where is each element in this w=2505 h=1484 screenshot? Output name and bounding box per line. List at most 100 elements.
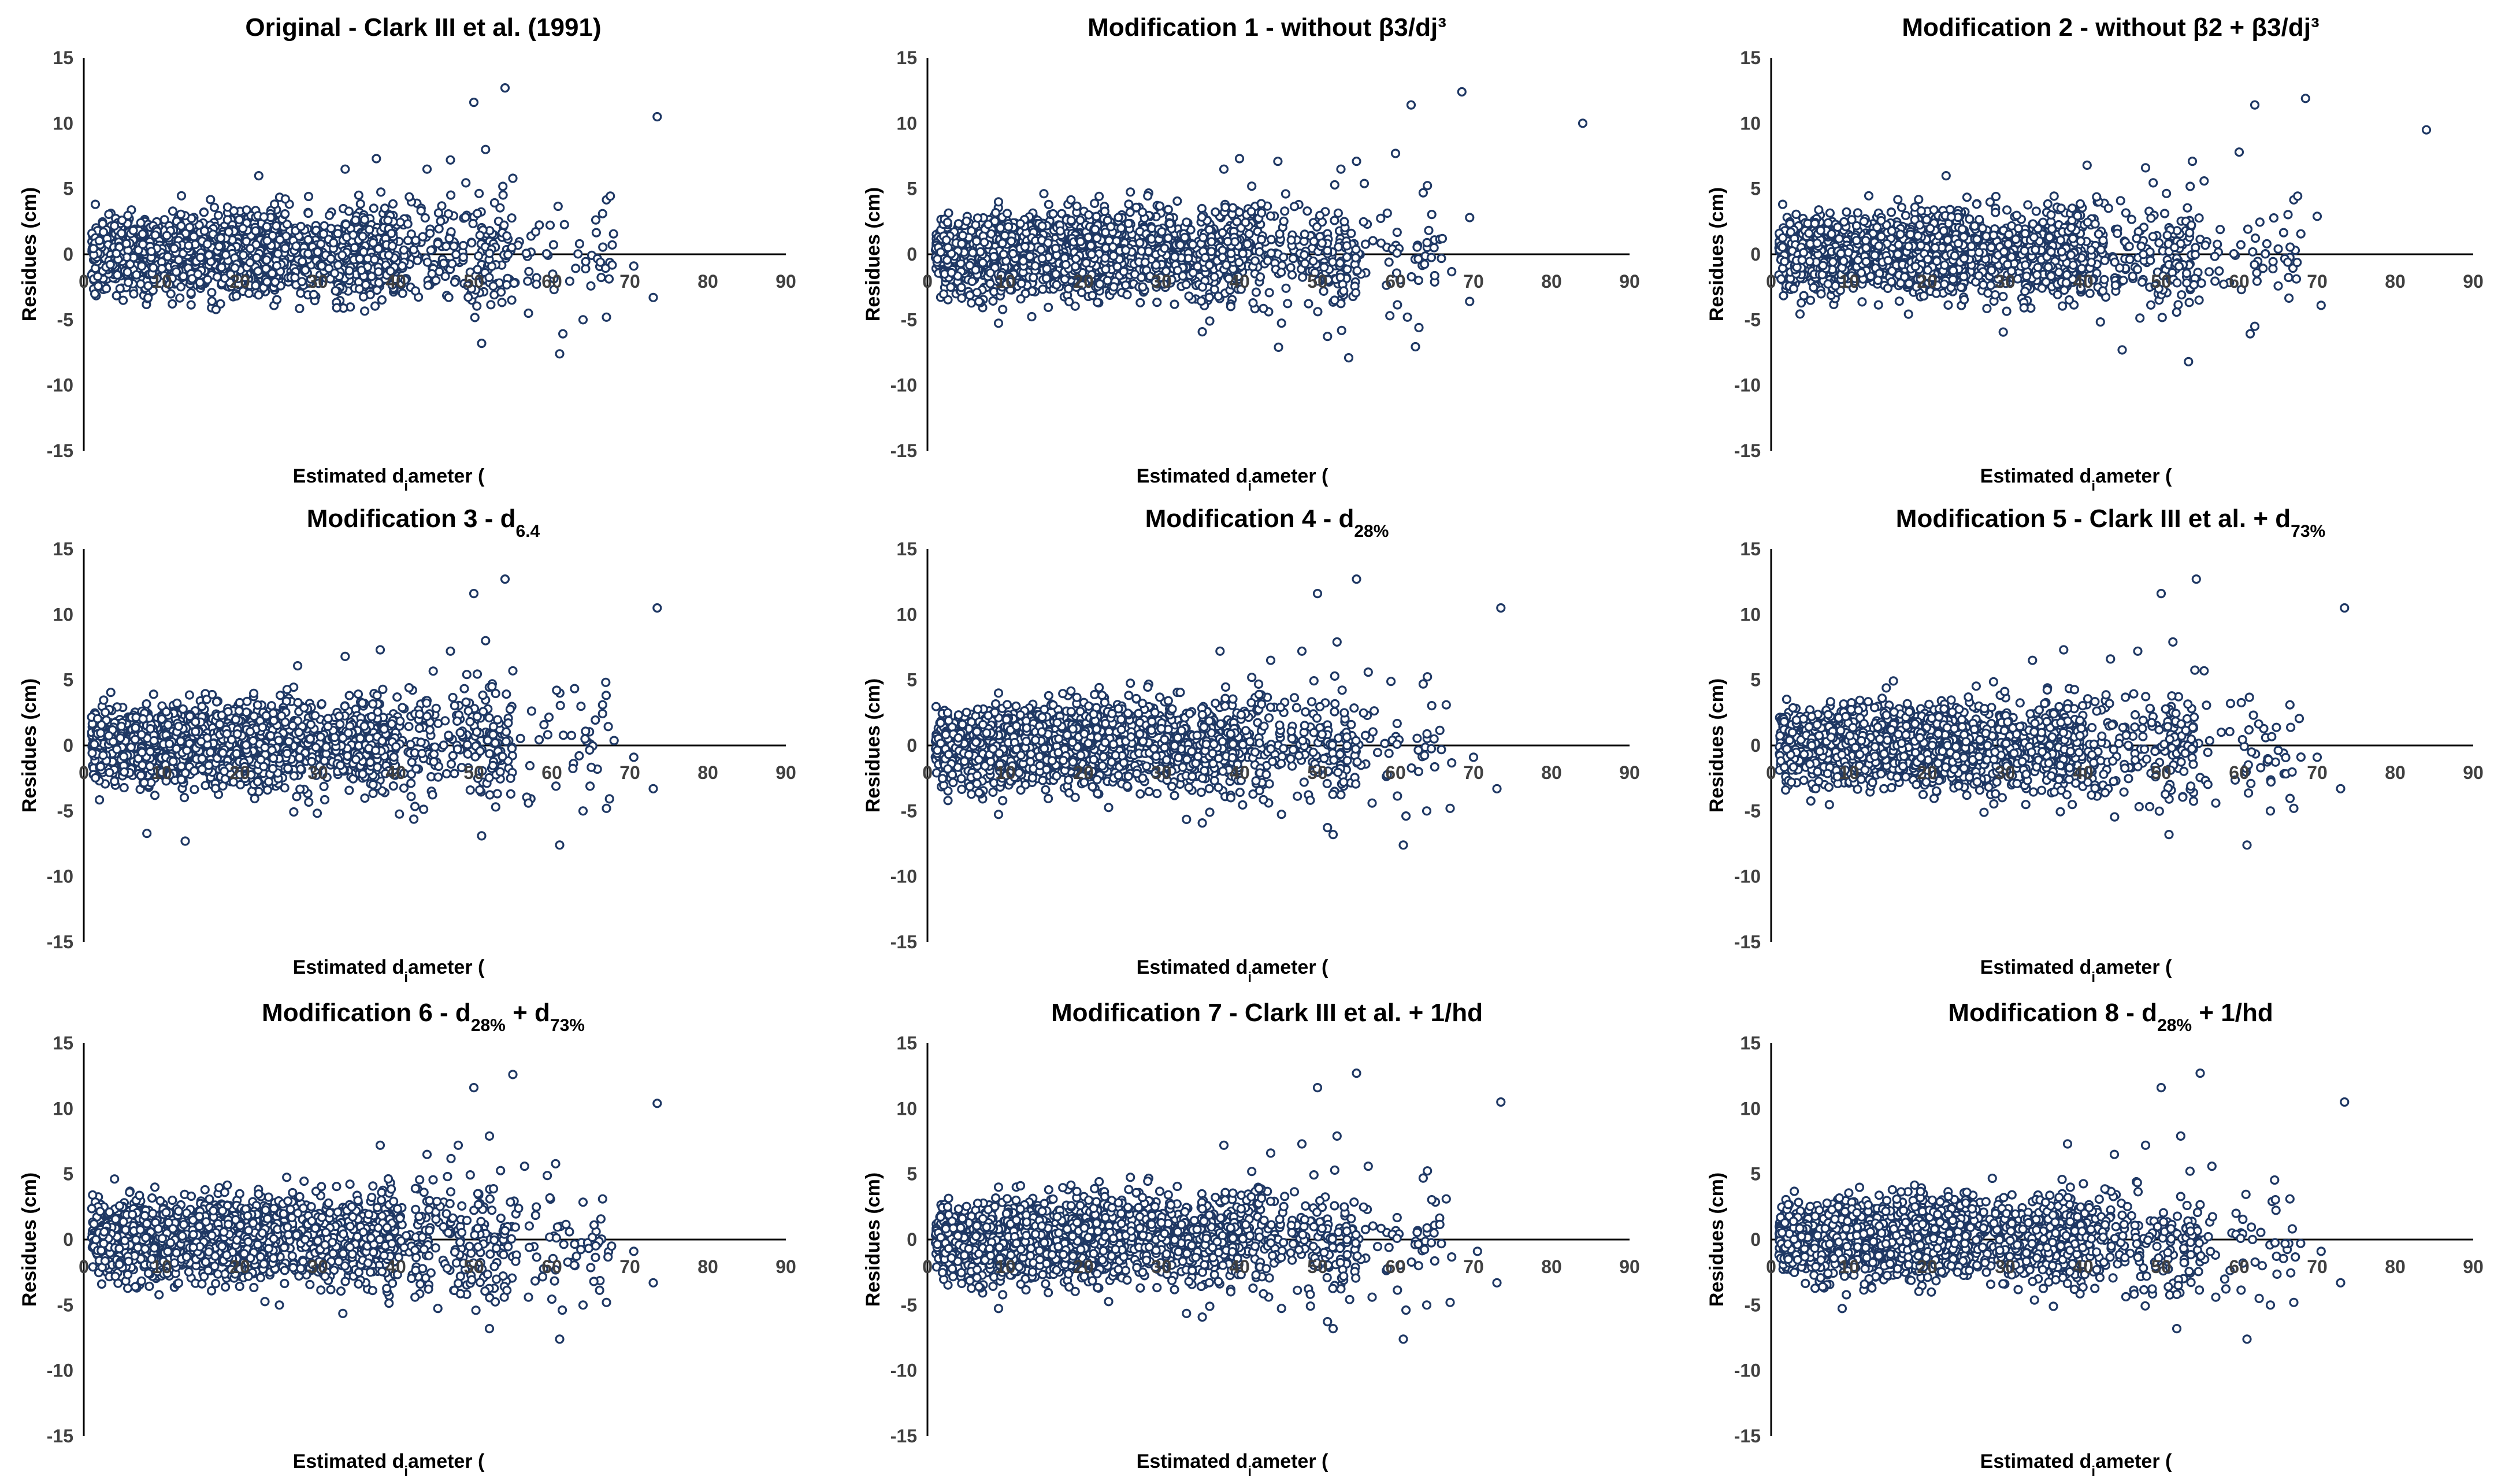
scatter-point	[1167, 275, 1177, 285]
scatter-point	[297, 277, 307, 287]
scatter-point	[1108, 242, 1118, 252]
scatter-points	[87, 83, 662, 359]
scatter-point	[996, 223, 1005, 233]
scatter-point	[1281, 283, 1291, 293]
scatter-point	[521, 248, 531, 258]
y-tick-label: -10	[890, 375, 917, 396]
scatter-point	[1280, 206, 1290, 216]
scatter-point	[1376, 213, 1386, 223]
x-tick-label: 90	[775, 271, 796, 292]
scatter-point	[337, 250, 347, 260]
scatter-point	[996, 270, 1006, 280]
scatter-point	[571, 264, 581, 273]
scatter-point	[1276, 268, 1286, 277]
scatter-point	[369, 255, 380, 265]
scatter-point	[507, 213, 517, 223]
scatter-point	[239, 250, 248, 260]
scatter-point	[1075, 215, 1085, 225]
scatter-point	[1151, 260, 1161, 270]
y-tick-label: -15	[47, 440, 73, 461]
scatter-point	[272, 261, 282, 270]
scatter-point	[1344, 353, 1354, 363]
scatter-point	[957, 293, 967, 303]
scatter-point	[212, 272, 222, 282]
scatter-point	[1244, 229, 1254, 239]
scatter-point	[316, 239, 326, 249]
scatter-point	[1857, 297, 1867, 307]
chart-title: Modification 2 - without β2 + β3/dj³	[1902, 13, 2319, 42]
scatter-point	[1161, 266, 1171, 276]
scatter-point	[1044, 199, 1053, 209]
scatter-point	[422, 164, 432, 174]
scatter-point	[1339, 286, 1349, 296]
scatter-point	[1126, 187, 1135, 197]
scatter-point	[340, 164, 350, 174]
scatter-point	[262, 277, 272, 287]
scatter-point	[1447, 267, 1457, 277]
x-tick-label: 50	[1307, 271, 1328, 292]
scatter-point	[1157, 227, 1167, 237]
scatter-point	[387, 228, 396, 239]
scatter-point	[193, 269, 203, 279]
scatter-point	[1795, 309, 1805, 319]
scatter-point	[1255, 272, 1266, 282]
scatter-point	[1101, 265, 1111, 274]
scatter-point	[1226, 302, 1236, 311]
scatter-point	[1457, 87, 1467, 97]
scatter-point	[1137, 273, 1146, 283]
scatter-point	[1413, 276, 1424, 285]
scatter-point	[207, 296, 217, 306]
scatter-point	[270, 277, 280, 287]
scatter-point	[1218, 253, 1227, 262]
scatter-point	[2214, 266, 2224, 276]
scatter-point	[410, 286, 421, 296]
scatter-point	[163, 252, 173, 262]
scatter-point	[333, 260, 343, 270]
scatter-point	[481, 144, 491, 154]
scatter-point	[473, 251, 484, 261]
scatter-point	[607, 260, 617, 270]
scatter-point	[1257, 208, 1267, 218]
scatter-point	[472, 301, 482, 311]
scatter-point	[1283, 299, 1293, 309]
scatter-point	[184, 240, 194, 250]
scatter-point	[1103, 276, 1112, 285]
scatter-point	[449, 241, 459, 251]
scatter-point	[369, 203, 378, 213]
scatter-point	[971, 236, 981, 246]
scatter-point	[461, 178, 471, 188]
scatter-point	[1038, 284, 1048, 294]
scatter-point	[1335, 258, 1345, 268]
scatter-point	[290, 273, 300, 283]
x-tick-label: 70	[1463, 271, 1484, 292]
scatter-point	[1041, 273, 1051, 283]
scatter-point	[171, 267, 181, 277]
scatter-point	[947, 268, 956, 277]
scatter-point	[1250, 256, 1260, 266]
scatter-point	[1051, 269, 1061, 279]
scatter-point	[1001, 279, 1011, 290]
scatter-point	[2148, 232, 2158, 242]
scatter-point	[2284, 293, 2294, 303]
scatter-point	[1083, 232, 1093, 242]
scatter-point	[446, 190, 456, 200]
scatter-point	[1070, 262, 1081, 272]
scatter-point	[1465, 296, 1475, 306]
scatter-point	[1382, 208, 1392, 218]
scatter-point	[425, 228, 435, 238]
scatter-point	[1242, 239, 1252, 249]
y-tick-label: 10	[53, 113, 73, 133]
scatter-point	[1109, 282, 1119, 292]
scatter-point	[946, 282, 956, 292]
scatter-point	[535, 220, 544, 230]
scatter-point	[176, 191, 187, 201]
scatter-point	[502, 231, 512, 241]
scatter-point	[1088, 291, 1097, 300]
scatter-point	[1359, 217, 1368, 227]
scatter-point	[1066, 216, 1076, 225]
scatter-point	[235, 215, 244, 225]
scatter-point	[1352, 157, 1361, 166]
scatter-point	[270, 199, 280, 209]
scatter-point	[123, 210, 133, 220]
scatter-point	[110, 221, 120, 231]
